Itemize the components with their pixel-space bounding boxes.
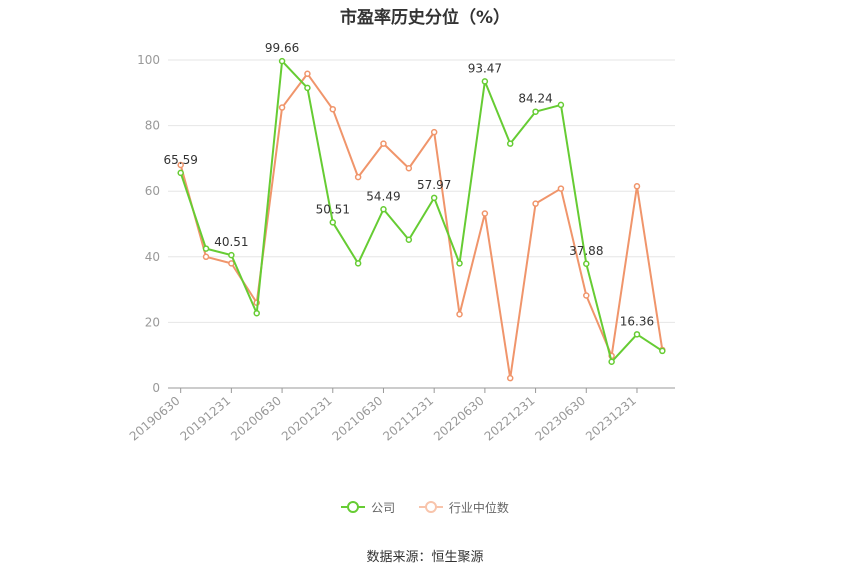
series-0-point-12 xyxy=(481,78,489,85)
series-0-point-15 xyxy=(557,101,565,109)
series-0-point-0 xyxy=(177,169,184,177)
series-1-point-4 xyxy=(278,104,286,111)
series-1-point-10 xyxy=(430,128,438,136)
series-1-point-8 xyxy=(380,140,387,147)
y-tick-label-80: 80 xyxy=(145,119,160,133)
series-1-point-12 xyxy=(481,210,489,217)
x-tick-label-20200630: 20200630 xyxy=(228,394,284,444)
legend-swatch-industry-median xyxy=(418,501,443,513)
x-tick-label-20210630: 20210630 xyxy=(330,394,386,444)
series-line-0 xyxy=(179,60,663,363)
x-tick-label-20220630: 20220630 xyxy=(431,394,487,444)
x-tick-label-20231231: 20231231 xyxy=(583,394,639,444)
series-1-point-1 xyxy=(202,253,210,261)
series-1-point-7 xyxy=(354,173,362,181)
y-tick-label-20: 20 xyxy=(145,315,160,329)
x-tick-label-20191231: 20191231 xyxy=(178,394,234,444)
series-0-point-18 xyxy=(633,331,641,338)
x-tick-label-20211231: 20211231 xyxy=(380,394,436,444)
series-0-point-9 xyxy=(405,236,413,243)
series-0-point-3 xyxy=(253,309,260,317)
series-0-point-8 xyxy=(380,206,387,213)
series-0-point-1 xyxy=(202,245,210,252)
y-tick-label-60: 60 xyxy=(145,184,160,198)
y-tick-label-0: 0 xyxy=(152,381,160,395)
series-1-point-16 xyxy=(583,292,590,299)
x-tick-label-20230630: 20230630 xyxy=(532,394,588,444)
series-0-point-17 xyxy=(608,358,615,366)
data-label-14: 84.24 xyxy=(518,92,552,106)
data-label-2: 40.51 xyxy=(214,235,248,249)
data-label-18: 16.36 xyxy=(620,314,654,328)
series-1-point-18 xyxy=(633,183,641,190)
series-0-point-4 xyxy=(278,57,286,65)
y-tick-label-100: 100 xyxy=(137,53,160,67)
series-0-point-7 xyxy=(354,260,362,267)
legend-item-company[interactable]: 公司 xyxy=(341,499,395,516)
series-0-point-10 xyxy=(430,194,438,202)
grid-lines xyxy=(168,59,675,323)
series-0-point-2 xyxy=(228,251,235,259)
x-tick-label-20190630: 20190630 xyxy=(127,394,183,444)
legend-item-industry-median[interactable]: 行业中位数 xyxy=(418,499,509,516)
legend-label-industry-median: 行业中位数 xyxy=(448,500,509,515)
series-0-point-6 xyxy=(329,219,337,226)
data-label-0: 65.59 xyxy=(163,153,197,167)
data-source: 数据来源：恒生聚源 xyxy=(366,550,484,565)
series-1-point-13 xyxy=(506,374,514,382)
series-0-point-5 xyxy=(304,84,311,92)
data-label-16: 37.88 xyxy=(569,244,603,258)
series-1-point-15 xyxy=(557,185,565,192)
series-0-point-14 xyxy=(532,108,539,115)
series-line-1 xyxy=(179,72,664,380)
series-0-point-16 xyxy=(583,260,590,268)
series-1-point-11 xyxy=(456,310,463,318)
series-0-point-13 xyxy=(506,140,514,147)
series-1-point-0 xyxy=(177,161,184,169)
data-label-12: 93.47 xyxy=(468,61,502,75)
data-labels: 65.59 40.51 99.66 50.51 54.49 57.97 93.47 84.24… xyxy=(163,41,654,328)
data-label-8: 54.49 xyxy=(366,189,400,203)
legend-label-company: 公司 xyxy=(371,500,396,515)
legend: 公司 行业中位数 xyxy=(0,497,850,516)
series-0-point-11 xyxy=(456,260,463,267)
x-tick-label-20221231: 20221231 xyxy=(482,394,538,444)
data-label-10: 57.97 xyxy=(417,178,451,192)
y-tick-label-40: 40 xyxy=(145,250,160,264)
data-label-4: 99.66 xyxy=(265,41,299,55)
series-lines xyxy=(177,57,666,382)
series-1-point-6 xyxy=(329,105,337,113)
series-1-point-14 xyxy=(532,200,539,207)
series-0-point-19 xyxy=(659,347,666,355)
series-1-point-5 xyxy=(304,70,311,78)
series-1-point-9 xyxy=(405,164,413,172)
chart-title: 市盈率历史分位（%） xyxy=(339,8,511,28)
series-1-point-2 xyxy=(228,260,235,267)
x-tick-label-20201231: 20201231 xyxy=(279,394,335,444)
legend-swatch-company xyxy=(341,501,366,513)
data-label-6: 50.51 xyxy=(316,202,350,216)
